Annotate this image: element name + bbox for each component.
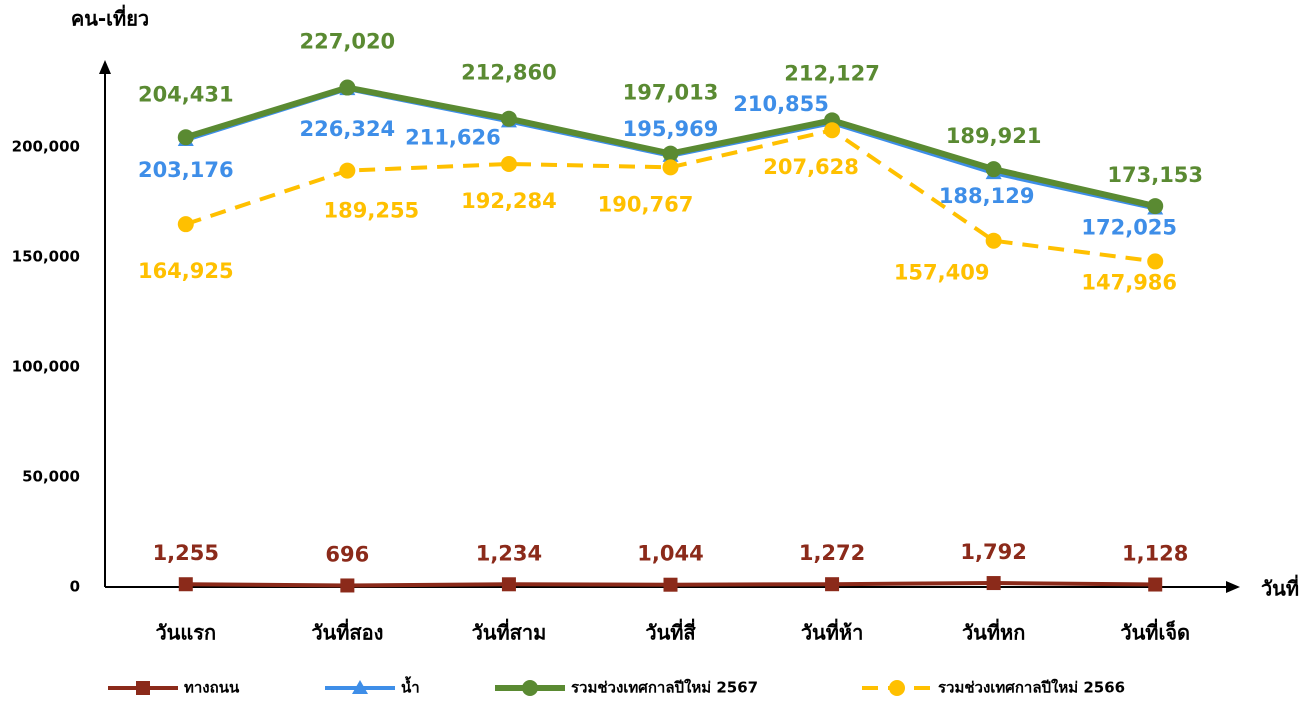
value-label: 189,255 xyxy=(324,199,420,223)
y-axis-label: คน-เที่ยว xyxy=(71,4,149,31)
legend-marker xyxy=(522,680,538,696)
x-tick-label: วันที่หก xyxy=(962,618,1025,645)
point-marker xyxy=(500,155,517,172)
point-marker xyxy=(1147,198,1164,215)
point-marker xyxy=(339,79,356,96)
x-tick-label: วันที่สาม xyxy=(472,618,547,645)
point-marker xyxy=(986,576,1001,591)
x-tick-label: วันที่สอง xyxy=(311,618,383,645)
point-marker xyxy=(177,129,194,146)
legend-label: รวมช่วงเทศกาลปีใหม่ 2566 xyxy=(938,679,1125,697)
y-tick-label: 100,000 xyxy=(12,358,80,376)
x-tick-label: วันแรก xyxy=(155,621,216,645)
x-tick-label: วันที่เจ็ด xyxy=(1120,618,1190,645)
value-label: 226,324 xyxy=(300,117,396,141)
value-label: 227,020 xyxy=(300,30,396,54)
value-label: 147,986 xyxy=(1081,270,1177,294)
value-label: 189,921 xyxy=(946,124,1042,148)
value-label: 173,153 xyxy=(1107,163,1203,187)
value-label: 192,284 xyxy=(461,189,557,213)
x-tick-label: วันที่ห้า xyxy=(801,618,864,645)
point-marker xyxy=(339,162,356,179)
legend-label: น้ำ xyxy=(401,676,420,697)
y-axis-arrow xyxy=(99,60,111,74)
point-marker xyxy=(662,159,679,176)
value-label: 203,176 xyxy=(138,158,234,182)
value-label: 207,628 xyxy=(763,155,859,179)
value-label: 204,431 xyxy=(138,82,234,106)
value-label: 190,767 xyxy=(598,192,694,216)
x-axis-label: วันที่ xyxy=(1261,574,1299,601)
value-label: 164,925 xyxy=(138,259,234,283)
point-marker xyxy=(500,110,517,127)
x-axis-arrow xyxy=(1226,581,1240,593)
value-label: 1,128 xyxy=(1122,542,1188,566)
point-marker xyxy=(1148,577,1163,592)
value-label: 197,013 xyxy=(623,81,719,105)
y-tick-label: 150,000 xyxy=(12,248,80,266)
point-marker xyxy=(340,578,355,593)
value-label: 696 xyxy=(325,542,369,566)
value-label: 1,272 xyxy=(799,541,865,565)
value-label: 1,792 xyxy=(960,540,1026,564)
value-label: 210,855 xyxy=(733,92,829,116)
point-marker xyxy=(1147,253,1164,270)
point-marker xyxy=(824,122,841,139)
point-marker xyxy=(663,577,678,592)
value-label: 188,129 xyxy=(939,184,1035,208)
point-marker xyxy=(825,577,840,592)
legend-marker xyxy=(352,680,368,694)
point-marker xyxy=(662,145,679,162)
point-marker xyxy=(177,216,194,233)
value-label: 195,969 xyxy=(623,117,719,141)
legend-label: รวมช่วงเทศกาลปีใหม่ 2567 xyxy=(571,679,758,697)
legend-marker xyxy=(136,681,150,695)
value-label: 211,626 xyxy=(405,125,501,149)
value-label: 1,255 xyxy=(153,541,219,565)
legend-marker xyxy=(889,680,905,696)
y-tick-label: 50,000 xyxy=(22,468,80,486)
value-label: 212,127 xyxy=(784,61,880,85)
legend-label: ทางถนน xyxy=(184,679,240,697)
point-marker xyxy=(985,232,1002,249)
value-label: 1,044 xyxy=(637,542,703,566)
value-label: 212,860 xyxy=(461,61,557,85)
y-tick-label: 0 xyxy=(70,578,80,596)
point-marker xyxy=(178,577,193,592)
x-tick-label: วันที่สี่ xyxy=(645,618,696,645)
value-label: 172,025 xyxy=(1081,216,1177,240)
y-tick-label: 200,000 xyxy=(12,138,80,156)
point-marker xyxy=(501,577,516,592)
value-label: 157,409 xyxy=(894,261,990,285)
point-marker xyxy=(985,161,1002,178)
value-label: 1,234 xyxy=(476,541,542,565)
